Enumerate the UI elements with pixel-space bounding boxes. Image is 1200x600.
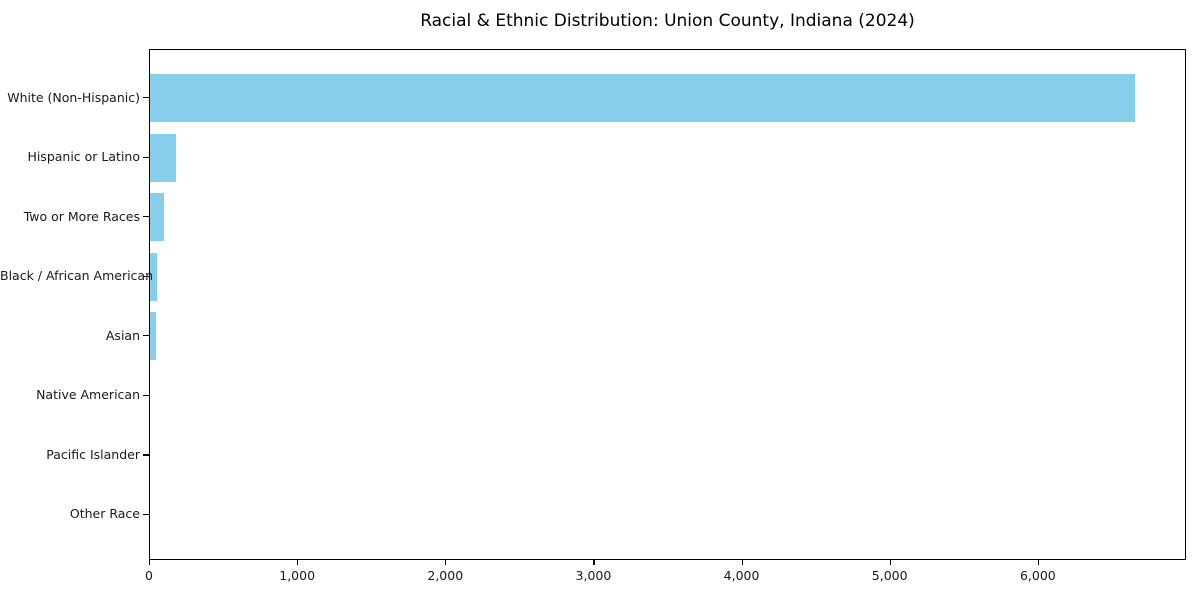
x-tick-mark	[1037, 560, 1040, 565]
x-tick-label: 1,000	[279, 568, 316, 583]
bar	[150, 312, 156, 361]
y-tick-mark	[143, 335, 149, 337]
x-tick-label: 6,000	[1019, 568, 1056, 583]
y-tick-mark	[143, 394, 149, 397]
bar	[150, 252, 157, 301]
y-tick-mark	[143, 513, 149, 516]
y-tick-mark	[143, 216, 149, 218]
y-tick-mark	[143, 97, 149, 99]
y-tick-label: Black / African American	[0, 268, 154, 284]
x-tick-label: 4,000	[723, 568, 760, 583]
y-tick-mark	[143, 275, 149, 277]
y-tick-label: Other Race	[69, 506, 140, 522]
bar	[150, 74, 1136, 122]
y-tick-label: Native American	[36, 387, 140, 403]
plot-area	[149, 49, 1186, 560]
y-tick-label: Hispanic or Latino	[27, 149, 140, 165]
x-tick-mark	[297, 560, 299, 565]
x-tick-mark	[593, 560, 595, 565]
y-tick-label: Two or More Races	[23, 208, 140, 224]
x-tick-mark	[741, 560, 743, 565]
x-tick-label: 3,000	[575, 568, 612, 583]
chart-title: Racial & Ethnic Distribution: Union Coun…	[420, 11, 915, 31]
x-tick-mark	[445, 560, 447, 565]
x-tick-label: 0	[145, 568, 153, 583]
x-tick-label: 5,000	[871, 568, 908, 583]
bar	[150, 133, 176, 182]
x-tick-mark	[149, 560, 151, 565]
bar	[150, 193, 165, 242]
y-tick-mark	[143, 454, 149, 456]
x-tick-mark	[889, 560, 891, 565]
y-tick-mark	[143, 156, 149, 158]
y-tick-label: Pacific Islander	[46, 446, 140, 462]
y-tick-label: Asian	[105, 327, 140, 343]
x-tick-label: 2,000	[427, 568, 464, 583]
y-tick-label: White (Non-Hispanic)	[7, 89, 140, 105]
